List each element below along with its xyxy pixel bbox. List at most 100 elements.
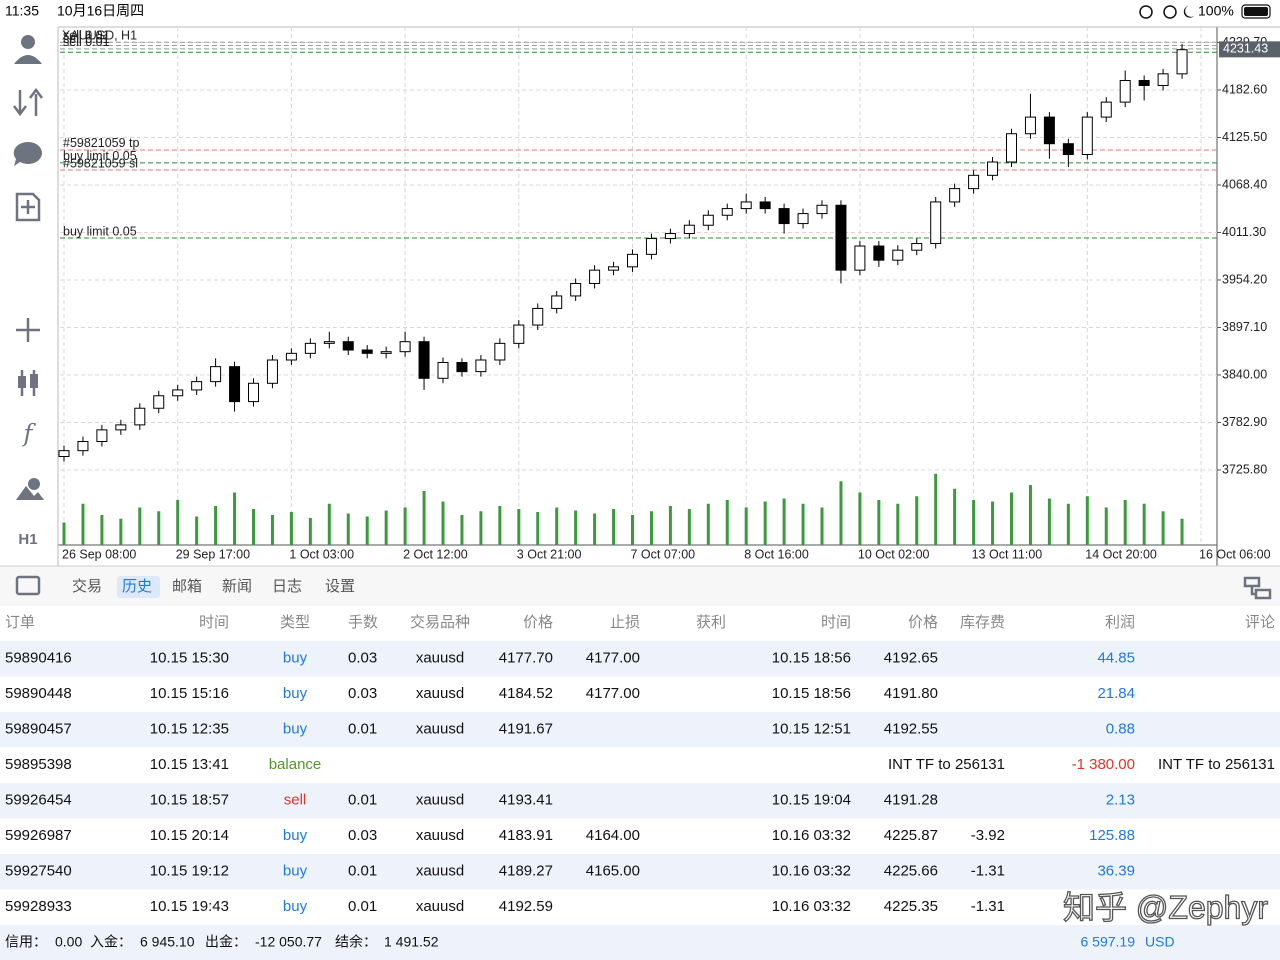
table-cell: 10.15 12:35	[150, 721, 229, 738]
table-cell: 4193.41	[499, 792, 553, 809]
column-header: 手数	[348, 614, 378, 631]
table-cell: 4177.00	[586, 685, 640, 702]
trade-icon[interactable]	[13, 87, 43, 117]
order-level-label: sell 0.01	[63, 29, 110, 43]
candle-body	[949, 188, 961, 203]
volume-bar	[422, 491, 426, 545]
order-level-label: sell 0.01	[63, 32, 110, 46]
objects-icon-dot	[28, 478, 40, 490]
withdrawal-label: 出金：	[205, 934, 247, 950]
crosshair-icon[interactable]	[16, 318, 40, 342]
new-order-icon[interactable]	[15, 192, 41, 222]
last-price-label: 4231.43	[1223, 42, 1268, 56]
x-tick-label: 16 Oct 06:00	[1199, 547, 1271, 561]
candle-body	[1100, 101, 1112, 118]
y-tick-label: 3840.00	[1222, 367, 1267, 381]
tab[interactable]: 新闻	[222, 578, 252, 595]
volume-bar	[593, 513, 597, 545]
candle-body	[778, 208, 790, 225]
tab[interactable]: 交易	[72, 577, 102, 595]
row-bg	[0, 854, 1280, 890]
table-cell: xauusd	[416, 650, 464, 667]
balance-label: 结余：	[335, 934, 377, 950]
table-cell: 0.88	[1106, 721, 1135, 738]
column-header: 止损	[610, 614, 640, 631]
order-level-label: buy limit 0.05	[63, 224, 137, 238]
order-level-label: buy limit 0.05	[63, 149, 137, 163]
table-cell: 4191.67	[499, 721, 553, 738]
table-cell: 59890416	[5, 650, 72, 667]
candle-body	[968, 174, 980, 190]
volume-bar	[384, 510, 388, 545]
candle-body	[323, 341, 335, 344]
volume-bar	[574, 510, 578, 545]
table-cell: xauusd	[416, 827, 464, 844]
volume-bar	[157, 511, 161, 545]
table-cell: 59926987	[5, 827, 72, 844]
candle-body	[702, 214, 714, 226]
volume-bar	[517, 509, 521, 545]
candle-body	[1176, 49, 1188, 75]
table-cell: 44.85	[1097, 650, 1135, 667]
volume-bar	[1104, 507, 1108, 545]
candle-body	[816, 204, 828, 215]
table-cell: 10.15 19:04	[772, 792, 851, 809]
table-cell: 10.15 18:57	[150, 792, 229, 809]
candle-body	[683, 224, 695, 235]
table-cell: 10.15 15:30	[150, 650, 229, 667]
total-profit: 6 597.19	[1081, 934, 1136, 950]
volume-bar	[820, 507, 824, 545]
candle-body	[873, 245, 885, 261]
chart-title: XAUUSD, H1	[62, 28, 137, 42]
candle-body	[361, 349, 373, 354]
table-cell: buy	[283, 721, 308, 738]
volume-bar	[403, 507, 407, 545]
candle-body	[342, 341, 354, 351]
column-header: 时间	[821, 614, 851, 631]
table-cell: buy	[283, 898, 308, 915]
deposit-label: 入金：	[90, 934, 132, 950]
y-tick-label: 3897.10	[1222, 320, 1267, 334]
y-tick-label: 3954.20	[1222, 272, 1267, 286]
candle-body	[1157, 73, 1169, 86]
account-icon[interactable]	[21, 35, 35, 49]
candle-body	[987, 161, 999, 176]
table-cell: -1.31	[971, 863, 1005, 880]
chat-icon[interactable]	[13, 141, 43, 166]
table-cell: 0.03	[348, 827, 377, 844]
account-icon-body	[14, 55, 42, 64]
volume-bar	[1047, 498, 1051, 545]
volume-bar	[839, 481, 843, 545]
table-cell: INT TF to 256131	[1158, 756, 1275, 773]
x-tick-label: 10 Oct 02:00	[858, 547, 930, 561]
table-cell: 10.15 18:56	[772, 685, 851, 702]
tab[interactable]: 邮箱	[172, 578, 202, 595]
objects-icon[interactable]	[16, 486, 44, 500]
table-cell: xauusd	[416, 685, 464, 702]
volume-bar	[327, 503, 331, 545]
table-cell: 59926454	[5, 792, 72, 809]
table-cell: buy	[283, 685, 308, 702]
table-cell: xauusd	[416, 898, 464, 915]
table-cell: 10.15 12:51	[772, 721, 851, 738]
volume-bar	[460, 515, 464, 545]
candle-body	[58, 450, 70, 457]
volume-bar	[858, 492, 862, 545]
layout-icon[interactable]	[1243, 576, 1272, 600]
column-header: 订单	[5, 614, 35, 631]
table-cell: 4192.65	[884, 650, 938, 667]
table-cell: xauusd	[416, 863, 464, 880]
battery-fill	[1244, 7, 1268, 16]
volume-bar	[668, 506, 672, 545]
indicators-icon[interactable]: f	[22, 420, 37, 448]
candle-body	[1062, 143, 1074, 156]
terminal-icon[interactable]	[15, 575, 41, 596]
candle-body	[930, 201, 942, 245]
volume-bar	[81, 503, 85, 545]
tab[interactable]: 历史	[122, 578, 152, 595]
tab[interactable]: 日志	[272, 578, 302, 595]
column-header: 价格	[908, 614, 938, 631]
tab[interactable]: 设置	[325, 578, 355, 595]
volume-bar	[119, 518, 123, 545]
timeframe-button[interactable]: H1	[18, 531, 37, 548]
